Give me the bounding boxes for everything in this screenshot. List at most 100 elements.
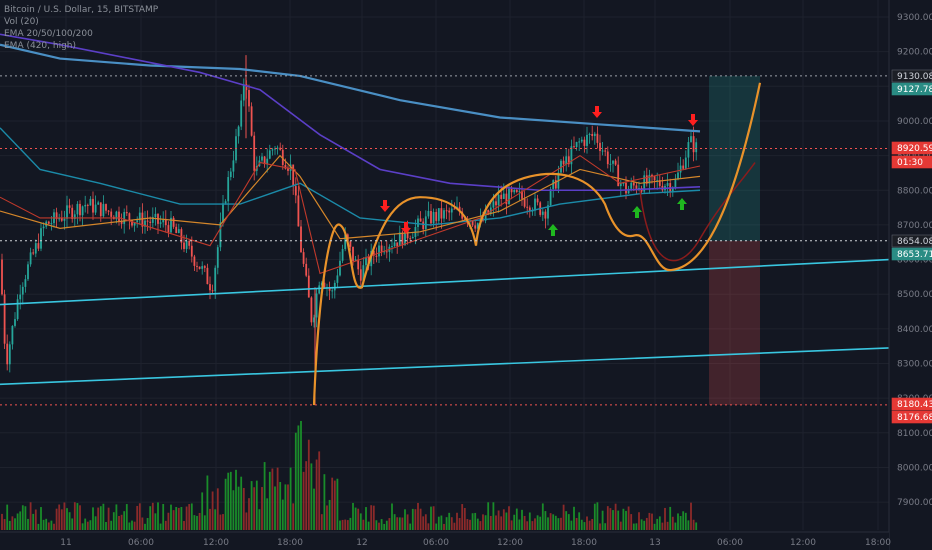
volume-bar	[266, 498, 269, 530]
price-tag-bg	[891, 155, 932, 169]
volume-bar	[547, 517, 549, 530]
volume-bar	[528, 512, 531, 530]
candle-body	[68, 205, 71, 208]
candle-body	[76, 203, 79, 215]
candle-body	[674, 179, 677, 188]
volume-bar	[3, 519, 6, 530]
candle-body	[21, 286, 24, 295]
candle-body	[588, 133, 591, 135]
volume-bar	[99, 506, 102, 530]
volume-bar	[411, 508, 414, 530]
candle-body	[656, 180, 659, 182]
candle-body	[440, 208, 443, 219]
candle-body	[554, 180, 557, 189]
volume-bar	[29, 502, 32, 530]
volume-bar	[604, 523, 607, 530]
buy-arrow-icon	[677, 198, 687, 210]
volume-bar	[664, 507, 666, 530]
candle-body	[570, 146, 573, 165]
volume-bar	[292, 503, 295, 530]
volume-bar	[492, 502, 495, 530]
price-tag-label: 9130.08	[897, 72, 932, 82]
volume-bar	[583, 522, 586, 530]
candle-body	[671, 187, 674, 192]
candle-body	[242, 84, 245, 101]
volume-bar	[255, 480, 258, 530]
candle-body	[219, 222, 222, 248]
candle-body	[149, 221, 152, 223]
volume-bar	[310, 463, 313, 530]
candle-body	[253, 135, 256, 171]
volume-bar	[518, 519, 521, 530]
candle-body	[289, 164, 292, 171]
volume-bar	[484, 515, 487, 530]
candle-body	[435, 211, 438, 221]
candle-body	[684, 157, 687, 169]
candle-body	[544, 211, 547, 219]
ema-50-line	[0, 154, 701, 240]
candle-body	[575, 142, 578, 147]
candle-body	[508, 188, 510, 205]
volume-bar	[336, 478, 339, 530]
volume-bar	[601, 510, 604, 530]
ema-420-line	[0, 43, 701, 133]
volume-bar	[357, 508, 360, 530]
volume-bar	[287, 484, 289, 530]
volume-bar	[149, 506, 152, 530]
candle-body	[320, 282, 323, 286]
volume-bar	[570, 520, 573, 530]
y-tick-label: 8600.00	[897, 256, 932, 266]
position-stop-zone	[709, 240, 760, 405]
volume-bar	[253, 487, 256, 530]
candle-body	[341, 249, 344, 261]
volume-bar	[206, 475, 209, 530]
candle-body	[310, 297, 313, 323]
volume-bar	[539, 516, 542, 530]
volume-bar	[544, 511, 547, 530]
volume-bar	[432, 506, 435, 530]
candle-body	[79, 203, 81, 216]
time-axis: 11 06:00 12:00 18:00 12 06:00 12:00 18:00 13 06:0…	[0, 531, 891, 550]
volume-bar	[679, 516, 682, 530]
volume-bar	[71, 518, 74, 530]
candle-body	[107, 210, 110, 212]
price-tag-label: 8653.71	[897, 250, 932, 260]
volume-bar	[198, 512, 201, 530]
volume-bar	[240, 476, 243, 530]
volume-bar	[222, 514, 224, 530]
volume-bar	[471, 513, 474, 530]
candle-body	[37, 243, 40, 249]
price-tag-label: 01:30	[897, 158, 923, 168]
candle-body	[203, 266, 206, 268]
candle-body	[625, 182, 627, 194]
x-tick-label: 06:00	[423, 538, 449, 548]
volume-bar	[219, 514, 222, 530]
candle-body	[47, 221, 50, 224]
volume-bar	[625, 510, 627, 530]
candle-body	[294, 186, 297, 196]
volume-bar	[521, 509, 523, 530]
volume-bar	[323, 474, 326, 530]
volume-bar	[375, 520, 378, 530]
volume-bar	[560, 517, 562, 530]
candle-body	[424, 216, 427, 230]
volume-bar	[619, 521, 622, 530]
volume-bar	[510, 520, 513, 530]
volume-bar	[549, 513, 552, 530]
x-tick-label: 12:00	[790, 538, 816, 548]
volume-bar	[567, 514, 570, 530]
candle-body	[94, 204, 97, 213]
candle-body	[81, 206, 84, 216]
candle-body	[471, 220, 474, 226]
candle-body	[128, 213, 131, 221]
candle-body	[315, 293, 318, 318]
volume-bar	[687, 520, 690, 530]
volume-bar	[242, 487, 245, 530]
volume-bar	[349, 517, 352, 530]
volume-bar	[263, 462, 266, 530]
candle-body	[378, 245, 380, 257]
candle-body	[635, 185, 638, 190]
candle-body	[677, 172, 679, 180]
